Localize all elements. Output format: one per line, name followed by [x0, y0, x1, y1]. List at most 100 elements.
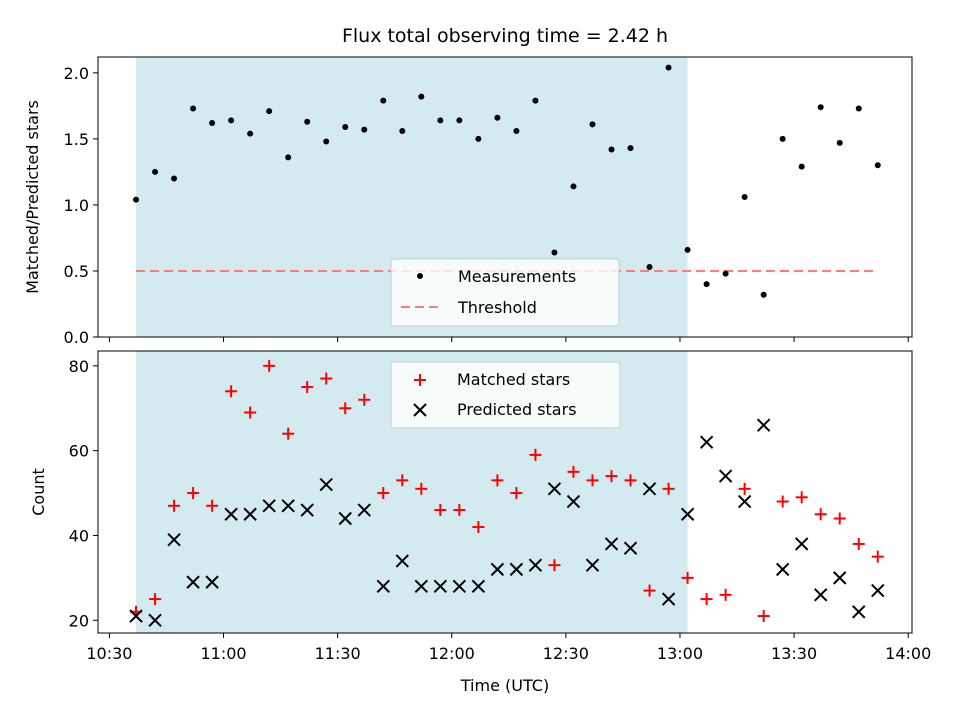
measurement-point — [684, 246, 691, 253]
ratio-y-tick-label: 1.0 — [64, 196, 89, 215]
time-x-tick-label: 11:30 — [315, 644, 361, 663]
predicted-star-point — [167, 532, 181, 547]
chart-title: Flux total observing time = 2.42 h — [342, 25, 668, 47]
count-y-ticks: 20 40 60 80 — [69, 357, 98, 630]
legend-matched-marker — [414, 374, 426, 386]
matched-star-point — [681, 571, 694, 584]
predicted-star-point — [376, 579, 390, 594]
measurement-point — [247, 130, 254, 137]
matched-star-point — [738, 482, 751, 495]
matched-star-point — [377, 487, 390, 500]
legend-predicted-marker — [413, 403, 427, 417]
time-x-tick-label: 13:00 — [657, 644, 703, 663]
measurement-point — [741, 194, 748, 200]
time-x-tick-label: 12:30 — [543, 644, 589, 663]
predicted-star-point — [661, 592, 676, 606]
measurement-point — [437, 117, 444, 124]
matched-star-point — [453, 504, 466, 517]
legend-x-marker — [413, 403, 427, 417]
predicted-star-point — [585, 558, 600, 572]
legend-plus-marker — [414, 374, 426, 386]
legend-predicted-label: Predicted stars — [457, 400, 577, 419]
matched-star-point — [187, 487, 200, 500]
predicted-star-point — [148, 613, 162, 627]
ratio-y-tick-label: 0.0 — [64, 328, 89, 347]
matched-star-point — [434, 504, 447, 517]
measurement-point — [190, 105, 197, 112]
predicted-star-point — [281, 499, 295, 513]
legend-measurements-label: Measurements — [458, 267, 576, 286]
predicted-star-point — [756, 418, 771, 432]
matched-star-point — [301, 381, 314, 394]
time-x-tick-label: 11:00 — [200, 644, 246, 663]
predicted-star-point — [490, 562, 505, 577]
count-y-axis-label: Count — [29, 468, 48, 516]
count-y-tick-label: 80 — [69, 357, 89, 376]
matched-star-point — [605, 470, 618, 483]
matched-star-point — [320, 372, 333, 385]
measurement-point — [703, 281, 710, 288]
time-x-ticks: 10:30 11:00 11:30 12:00 12:30 13:00 13:30 14:00 — [86, 633, 931, 663]
predicted-star-point — [833, 571, 847, 585]
measurement-point — [133, 196, 140, 203]
time-x-tick-label: 14:00 — [885, 644, 931, 663]
matched-star-point — [643, 584, 656, 597]
predicted-star-point — [414, 579, 429, 594]
predicted-star-point — [471, 579, 486, 594]
legend-matched-label: Matched stars — [457, 370, 570, 389]
measurement-point — [209, 120, 216, 127]
predicted-star-point — [871, 583, 885, 598]
measurement-point — [836, 139, 843, 146]
matched-star-point — [149, 593, 162, 606]
ratio-y-tick-label: 2.0 — [64, 64, 89, 83]
predicted-star-point — [338, 511, 352, 526]
measurement-point — [171, 175, 178, 182]
measurement-point — [513, 127, 520, 134]
predicted-star-point — [357, 503, 371, 517]
measurement-point — [874, 162, 881, 169]
matched-star-point — [168, 499, 181, 512]
ratio-legend: Measurements Threshold — [390, 258, 620, 327]
matched-star-point — [662, 482, 675, 495]
matched-star-point — [510, 487, 523, 500]
measurement-point — [551, 249, 558, 256]
predicted-star-point — [623, 541, 638, 555]
measurement-point — [570, 183, 577, 190]
measurement-point — [646, 264, 653, 270]
predicted-star-point — [718, 469, 733, 483]
matched-star-point — [567, 465, 580, 478]
legend-threshold-label: Threshold — [457, 298, 537, 317]
measurement-point — [855, 105, 862, 112]
measurement-point — [342, 124, 349, 130]
measurement-point — [760, 291, 767, 298]
predicted-star-point — [814, 588, 828, 602]
time-x-tick-label: 12:00 — [429, 644, 475, 663]
predicted-stars-points — [129, 418, 885, 627]
measurement-point — [418, 93, 425, 100]
predicted-star-point — [433, 579, 448, 594]
predicted-star-point — [205, 575, 219, 589]
measurement-point — [722, 270, 729, 277]
matched-star-point — [263, 359, 276, 372]
count-panel-frame — [97, 350, 913, 634]
ratio-panel: 0.0 0.5 1.0 1.5 2.0 Flux total observing tim… — [23, 25, 913, 347]
ratio-y-tick-label: 0.5 — [64, 262, 89, 281]
measurement-point — [380, 97, 387, 104]
matched-star-point — [339, 402, 352, 415]
matched-star-point — [624, 474, 637, 487]
time-x-tick-label: 13:30 — [771, 644, 817, 663]
predicted-star-point — [566, 494, 581, 509]
ratio-panel-frame — [97, 56, 913, 338]
measurement-point — [285, 154, 292, 161]
count-legend-box — [390, 361, 621, 429]
ratio-y-axis-label: Matched/Predicted stars — [23, 100, 42, 294]
matched-star-point — [396, 474, 409, 487]
predicted-star-point — [852, 605, 866, 619]
matched-star-point — [225, 385, 238, 398]
matched-stars-points — [130, 359, 884, 623]
measurement-point — [494, 114, 501, 121]
matched-star-point — [472, 520, 485, 533]
count-y-tick-label: 40 — [69, 526, 89, 545]
predicted-star-point — [186, 575, 200, 589]
measurement-point — [456, 117, 463, 124]
